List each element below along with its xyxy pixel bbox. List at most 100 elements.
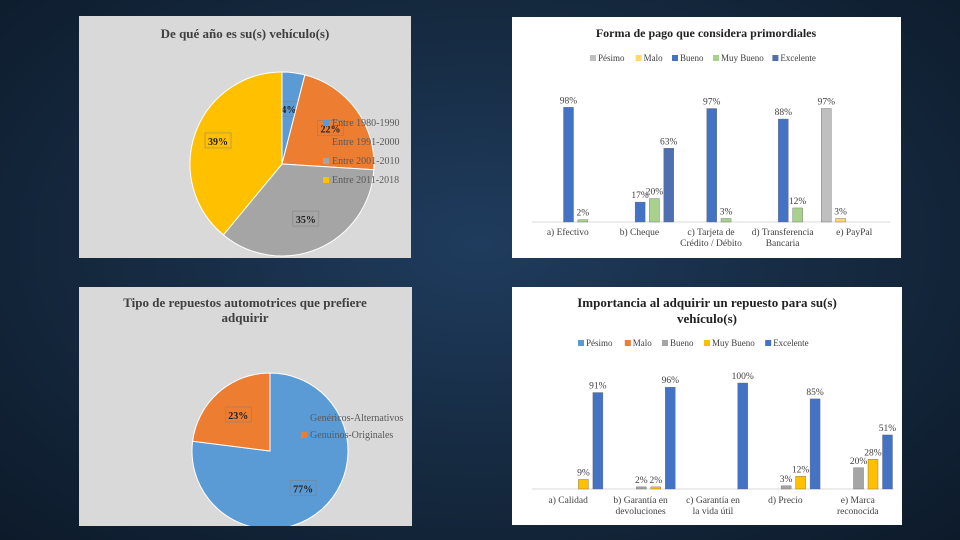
legend-label-excelente: Excelente — [780, 53, 815, 63]
pie-chart-parts-type: Tipo de repuestos automotrices que prefi… — [79, 287, 412, 526]
legend-swatch-entre-1980-1990 — [323, 120, 329, 126]
pie-chart-parts-type-svg: Tipo de repuestos automotrices que prefi… — [79, 287, 412, 526]
data-label: 39% — [208, 137, 228, 148]
x-tick-label-cat4: reconocida — [837, 507, 879, 517]
x-tick-label-cat1: b) Garantía en — [613, 495, 668, 506]
legend-label-entre-1991-2000: Entre 1991-2000 — [332, 137, 400, 148]
bar-chart-parts-importance-svg: Importancia al adquirir un repuesto para… — [512, 287, 902, 525]
bar-data-label: 98% — [560, 96, 578, 106]
x-tick-label-cat3: Bancaria — [766, 239, 801, 249]
x-tick-label-cat3: d) Transferencia — [752, 227, 815, 238]
bar-chart-payment-method: Forma de pago que considera primordiales… — [512, 17, 901, 258]
legend-label-genuinos-originales: Genuinos-Originales — [310, 430, 393, 441]
bar-bueno-cat2 — [706, 108, 717, 223]
chart-title: Tipo de repuestos automotrices que prefi… — [123, 295, 367, 310]
legend-label-entre-2001-2010: Entre 2001-2010 — [332, 156, 400, 167]
pie-chart-vehicle-year-svg: De qué año es su(s) vehículo(s) 4% 22% 35% 3… — [79, 16, 411, 258]
bar-data-label: 97% — [703, 98, 721, 108]
bar-excelente-cat0 — [592, 392, 604, 490]
legend-label-muy-bueno: Muy Bueno — [721, 53, 764, 63]
bar-data-label: 2% — [635, 476, 648, 486]
bar-bueno-cat1 — [636, 486, 647, 490]
legend-swatch-pesimo — [578, 340, 584, 346]
bar-excelente-cat4 — [882, 434, 893, 490]
bar-pesimo-cat4 — [821, 108, 832, 223]
x-tick-label-cat2: c) Tarjeta de — [687, 227, 734, 238]
legend-label-muy-bueno: Muy Bueno — [712, 338, 755, 348]
chart-title: vehículo(s) — [677, 311, 737, 326]
bar-excelente-cat2 — [737, 382, 748, 490]
data-label-box — [204, 132, 232, 149]
bar-data-label: 12% — [792, 465, 810, 475]
pie-slice-entre-2001-2010 — [222, 163, 375, 257]
x-tick-label-cat1: devoluciones — [616, 507, 666, 517]
bar-data-label: 20% — [850, 457, 868, 467]
bar-bueno-cat4 — [853, 467, 864, 490]
legend-swatch-malo — [635, 55, 642, 61]
data-label-box — [292, 210, 320, 227]
legend-label-pesimo: Pésimo — [598, 53, 625, 63]
x-tick-label-cat4: e) Marca — [841, 495, 876, 506]
chart-background — [512, 17, 901, 258]
data-label-box — [289, 480, 317, 496]
bar-muy-bueno-cat3 — [795, 476, 806, 490]
data-label: 22% — [321, 125, 341, 136]
x-tick-label-cat2: c) Garantía en — [686, 495, 740, 506]
legend-swatch-genuinos-originales — [301, 432, 307, 438]
bar-chart-payment-method-svg: Forma de pago que considera primordiales… — [512, 17, 901, 258]
bar-data-label: 3% — [780, 475, 793, 485]
x-tick-label-cat0: a) Efectivo — [547, 227, 589, 238]
legend-swatch-bueno — [672, 55, 678, 61]
bar-muy-bueno-cat0 — [578, 479, 589, 490]
x-tick-label-cat4: e) PayPal — [836, 227, 873, 238]
bar-data-label: 91% — [589, 382, 607, 392]
legend-swatch-excelente — [765, 340, 772, 346]
bar-data-label: 2% — [577, 209, 590, 219]
legend-swatch-entre-2001-2010 — [323, 158, 329, 164]
bar-data-label: 3% — [834, 207, 847, 217]
legend-swatch-entre-2011-2018 — [323, 177, 329, 183]
legend-swatch-malo — [624, 340, 631, 346]
bar-muy-bueno-cat2 — [720, 218, 732, 223]
x-tick-label-cat2: la vida útil — [693, 507, 734, 517]
bar-bueno-cat3 — [780, 485, 792, 490]
bar-muy-bueno-cat3 — [792, 207, 803, 223]
bar-bueno-cat1 — [634, 201, 646, 223]
bar-bueno-cat0 — [563, 107, 574, 223]
legend-label-genericos-alternativos: Genéricos-Alternativos — [310, 413, 403, 424]
bar-data-label: 12% — [789, 197, 807, 207]
bar-excelente-cat1 — [663, 148, 674, 223]
legend-label-bueno: Bueno — [680, 53, 704, 63]
bar-muy-bueno-cat1 — [649, 198, 660, 223]
bar-data-label: 100% — [732, 372, 754, 382]
bar-data-label: 88% — [775, 108, 793, 118]
pie-slice-entre-2011-2018 — [189, 71, 283, 236]
legend-label-excelente: Excelente — [773, 338, 808, 348]
x-tick-label-cat2: Crédito / Débito — [680, 239, 742, 249]
bar-excelente-cat1 — [665, 387, 676, 490]
legend-swatch-muy-bueno — [704, 340, 710, 346]
bar-data-label: 96% — [662, 376, 680, 386]
legend-label-entre-1980-1990: Entre 1980-1990 — [332, 118, 400, 129]
bar-data-label: 97% — [818, 98, 836, 108]
bar-data-label: 28% — [864, 448, 882, 458]
bar-data-label: 3% — [720, 207, 733, 217]
legend-swatch-entre-1991-2000 — [323, 139, 329, 145]
bar-data-label: 63% — [660, 137, 678, 147]
data-label: 77% — [293, 485, 313, 496]
data-label: 4% — [281, 105, 296, 116]
data-label-box — [225, 406, 252, 423]
legend-swatch-excelente — [772, 55, 779, 61]
bar-bueno-cat3 — [778, 118, 789, 223]
legend-swatch-genericos-alternativos — [301, 415, 307, 421]
legend-label-malo: Malo — [633, 338, 652, 348]
bar-data-label: 9% — [577, 468, 590, 478]
legend-swatch-muy-bueno — [713, 55, 719, 61]
x-tick-label-cat3: d) Precio — [768, 495, 803, 506]
legend-label-pesimo: Pésimo — [586, 338, 613, 348]
bar-data-label: 85% — [806, 388, 824, 398]
bar-muy-bueno-cat0 — [577, 219, 589, 223]
legend-swatch-pesimo — [590, 55, 596, 61]
x-tick-label-cat0: a) Calidad — [549, 495, 589, 506]
legend-label-malo: Malo — [644, 53, 663, 63]
